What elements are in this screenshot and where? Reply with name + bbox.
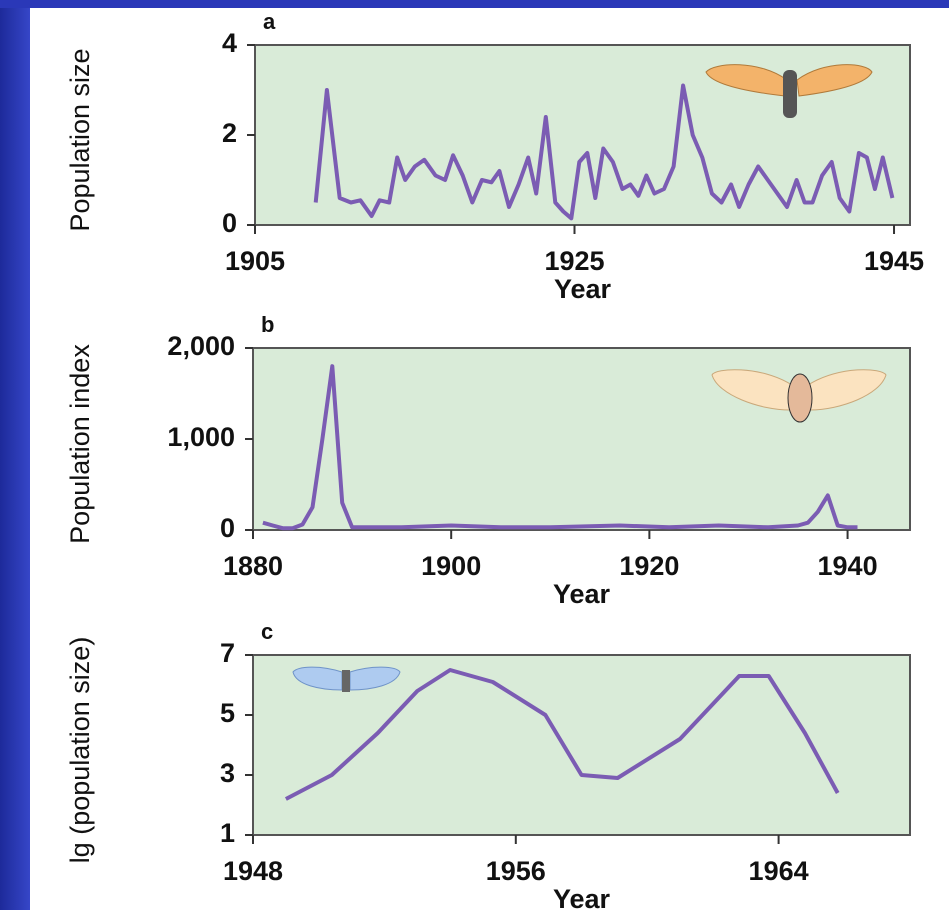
moth-b [711, 369, 887, 423]
y-tick-label: 2,000 [167, 331, 235, 361]
illustrations [292, 64, 887, 692]
frame-top [0, 0, 949, 8]
moth-body [342, 670, 350, 692]
panel-label: a [263, 9, 276, 34]
x-tick-label: 1956 [486, 856, 546, 886]
x-tick-label: 1925 [544, 246, 604, 276]
y-tick-label: 5 [220, 698, 235, 728]
y-tick-label: 1 [220, 818, 235, 848]
moth-body [783, 70, 797, 118]
moth-a [705, 64, 873, 118]
panel-label: c [261, 619, 273, 644]
y-axis-title: lg (population size) [65, 637, 95, 864]
y-tick-label: 0 [222, 208, 237, 238]
moth-body [787, 373, 813, 423]
x-axis-title: Year [554, 274, 612, 304]
data-line [284, 668, 840, 801]
x-tick-label: 1920 [619, 551, 679, 581]
x-tick-label: 1880 [223, 551, 283, 581]
y-axis-title: Population size [65, 48, 95, 231]
y-tick-label: 1,000 [167, 422, 235, 452]
y-tick-label: 0 [220, 513, 235, 543]
x-tick-label: 1940 [818, 551, 878, 581]
y-axis-title: Population index [65, 344, 95, 544]
x-tick-label: 1945 [864, 246, 924, 276]
y-tick-label: 4 [222, 28, 237, 58]
y-tick-label: 3 [220, 758, 235, 788]
x-tick-label: 1905 [225, 246, 285, 276]
plot-area [252, 347, 911, 531]
data-line [262, 364, 858, 531]
y-tick-label: 7 [220, 638, 235, 668]
data-line [313, 83, 895, 221]
x-tick-label: 1964 [749, 856, 809, 886]
x-tick-label: 1900 [421, 551, 481, 581]
moth-c [292, 666, 401, 692]
frame-left [0, 0, 30, 910]
plots: a 0 2 4 1905 1925 1945 Year Population size b 0 1,0… [65, 9, 924, 910]
y-tick-label: 2 [222, 118, 237, 148]
x-tick-label: 1948 [223, 856, 283, 886]
panel-label: b [261, 312, 274, 337]
x-axis-title: Year [553, 884, 611, 910]
x-axis-title: Year [553, 579, 611, 609]
